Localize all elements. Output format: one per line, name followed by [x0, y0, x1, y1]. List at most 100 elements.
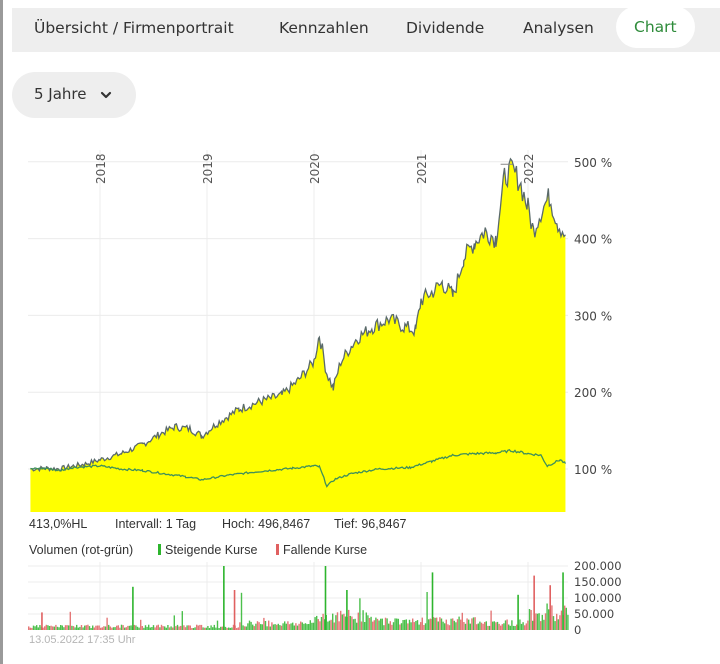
volume-peak-bar	[562, 572, 564, 630]
volume-bar	[188, 625, 190, 630]
volume-bar	[551, 605, 553, 630]
volume-bar	[71, 625, 73, 630]
volume-bar	[168, 627, 171, 630]
volume-bar	[474, 617, 476, 630]
volume-bar	[532, 620, 534, 630]
volume-bar	[106, 617, 108, 630]
volume-bar	[440, 618, 443, 630]
volume-bar	[162, 626, 164, 630]
volume-bar	[559, 615, 561, 630]
volume-bar	[316, 615, 318, 630]
volume-bar	[170, 626, 172, 630]
volume-peak-bar	[223, 566, 225, 630]
volume-bar	[368, 618, 371, 630]
volume-bar	[426, 592, 428, 630]
volume-bar	[341, 614, 343, 630]
volume-bar	[68, 625, 70, 630]
tab-analysen[interactable]: Analysen	[523, 19, 594, 37]
volume-bar	[418, 624, 420, 630]
volume-bar	[565, 607, 567, 630]
volume-bar	[90, 628, 92, 630]
volume-bar	[320, 617, 323, 630]
volume-bar	[244, 626, 246, 630]
volume-bar	[48, 626, 51, 630]
tab-chart[interactable]: Chart	[616, 6, 695, 48]
volume-bar	[276, 624, 278, 630]
volume-bar	[140, 619, 142, 630]
tab-dividende[interactable]: Dividende	[406, 19, 485, 37]
volume-bar	[136, 626, 139, 630]
volume-bar	[536, 613, 539, 630]
volume-bar	[514, 626, 516, 630]
volume-bar	[82, 627, 84, 630]
volume-bar	[232, 624, 235, 630]
volume-bar	[500, 625, 502, 630]
volume-chart[interactable]: 0 50.000 100.000 150.000 200.000	[0, 558, 720, 634]
volume-bar	[143, 627, 145, 630]
volume-bar	[421, 617, 423, 630]
volume-bar	[228, 627, 230, 630]
volume-bar	[543, 619, 545, 630]
volume-bar	[231, 627, 233, 630]
volume-bar	[66, 625, 68, 630]
volume-peak-bar	[132, 586, 134, 630]
volume-bar	[488, 625, 491, 630]
volume-bar	[495, 622, 497, 630]
price-chart[interactable]: 100 % 200 % 300 % 400 % 500 % 2018 2019 2020 202…	[0, 140, 720, 520]
volume-bar	[455, 622, 457, 630]
volume-bar	[34, 626, 36, 630]
volume-bar	[380, 618, 382, 630]
volume-bar	[447, 624, 449, 630]
y-tick-label: 500 %	[574, 156, 612, 170]
volume-bar	[72, 626, 75, 630]
volume-bar	[317, 619, 319, 630]
volume-bar	[120, 624, 123, 630]
volume-bar	[535, 613, 537, 630]
tab-kennzahlen[interactable]: Kennzahlen	[279, 19, 369, 37]
volume-bar	[464, 623, 467, 630]
volume-bar	[416, 620, 419, 630]
volume-bar	[96, 625, 99, 630]
volume-bar	[284, 621, 286, 630]
volume-bar	[77, 627, 79, 630]
volume-bar	[335, 615, 337, 630]
volume-bar	[364, 622, 366, 630]
volume-bar	[292, 622, 294, 630]
chevron-down-icon	[100, 91, 112, 99]
x-tick-label: 2022	[522, 153, 536, 184]
volume-bar	[245, 626, 247, 630]
volume-bar	[546, 603, 548, 630]
volume-bar	[293, 625, 295, 630]
period-selector[interactable]: 5 Jahre	[12, 72, 136, 118]
volume-bar	[429, 618, 431, 630]
volume-bar	[103, 626, 105, 630]
volume-bar	[367, 615, 369, 630]
volume-bar	[87, 624, 89, 630]
falling-swatch	[276, 544, 279, 555]
volume-bar	[258, 622, 260, 630]
volume-bar	[365, 612, 367, 630]
volume-bar	[544, 613, 547, 630]
tab-uebersicht[interactable]: Übersicht / Firmenportrait	[34, 19, 234, 37]
volume-bar	[456, 619, 459, 630]
volume-y-tick: 200.000	[574, 559, 622, 573]
volume-bar	[60, 625, 62, 630]
volume-bar	[53, 626, 55, 630]
volume-bar	[512, 625, 515, 630]
volume-bar	[472, 617, 475, 630]
volume-bar	[498, 623, 500, 630]
volume-bar	[480, 622, 483, 630]
volume-bar	[530, 610, 532, 630]
volume-bar	[338, 621, 340, 630]
volume-bar	[98, 625, 100, 630]
volume-bar	[450, 618, 452, 630]
volume-peak-bar	[517, 594, 519, 630]
volume-bar	[220, 626, 222, 630]
volume-bar	[376, 618, 379, 630]
volume-bar	[85, 625, 87, 630]
volume-bar	[372, 621, 374, 630]
volume-bar	[328, 620, 331, 630]
volume-bar	[63, 627, 65, 630]
volume-bar	[296, 625, 299, 630]
volume-bar	[333, 622, 335, 630]
